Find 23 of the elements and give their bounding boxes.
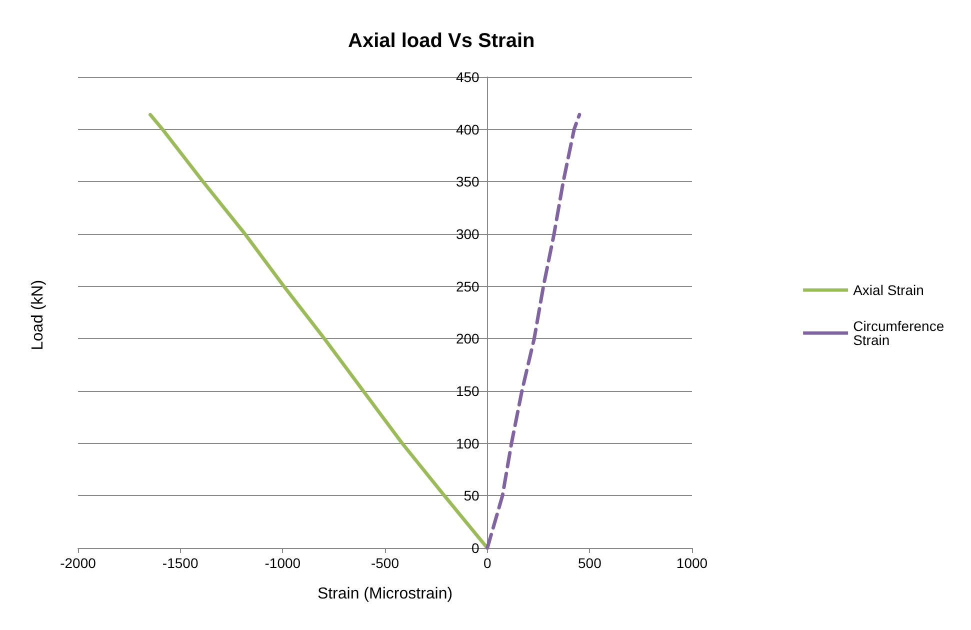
y-tick-label: 0 xyxy=(472,540,480,556)
y-axis-title: Load (kN) xyxy=(30,280,46,350)
line-series xyxy=(486,112,582,550)
x-tick-label: 1000 xyxy=(676,555,708,571)
x-tick-label: 500 xyxy=(578,555,602,571)
x-tick-label: -500 xyxy=(370,555,400,571)
y-tick-label: 300 xyxy=(456,226,480,242)
legend-label: Axial Strain xyxy=(853,282,924,298)
y-tick-label: 350 xyxy=(456,174,480,190)
chart-title: Axial load Vs Strain xyxy=(348,30,535,52)
y-tick-label: 200 xyxy=(456,330,480,347)
x-tick-label: -1500 xyxy=(162,555,198,571)
y-tick-label: 400 xyxy=(456,121,480,138)
y-tick-label: 50 xyxy=(464,488,480,504)
x-tick-label: -1000 xyxy=(264,555,301,571)
x-axis-title: Strain (Microstrain) xyxy=(317,586,453,602)
x-tick-label: 0 xyxy=(483,555,492,571)
y-tick-label: 250 xyxy=(456,278,480,294)
y-tick-label: 450 xyxy=(456,69,480,85)
y-tick-label: 100 xyxy=(456,435,480,452)
x-tick-label: -2000 xyxy=(60,555,96,571)
y-tick-label: 150 xyxy=(456,383,480,399)
legend-label: Circumference Strain xyxy=(853,318,948,348)
